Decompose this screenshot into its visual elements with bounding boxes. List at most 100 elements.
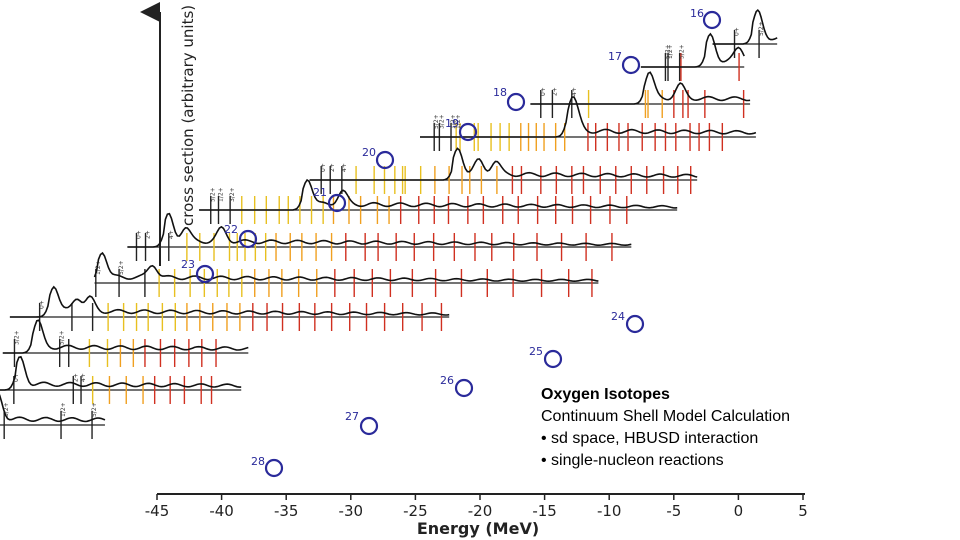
spin-label: 2+ [551,87,558,96]
x-tick-label: -30 [339,502,364,520]
spin-label: 3/2+ [438,114,445,129]
spin-label: 0+ [39,300,46,309]
x-ticks: -45 -40 -35 -30 -25 -20 -15 -10 -5 0 5 [145,494,808,520]
x-tick-label: 5 [798,502,808,520]
isotope-element-symbol [195,264,215,284]
spin-label: 2+ [145,230,152,239]
spin-label: 1/2+ [667,44,674,59]
caption-line-1: Continuum Shell Model Calculation [541,408,791,425]
spectra: 0+ 5/2+165/2+1/2+ 5/2+170+ 2+ 4+185/2+3/2+ 1/… [0,7,778,478]
series-o16: 0+ 5/2+ 16 [690,7,778,58]
isotope-mass-label: 19 [445,117,459,130]
spin-label: 5/2+ [433,114,440,129]
spin-label: 4+ [341,163,348,172]
isotope-mass-label: 26 [440,374,454,387]
spin-label: 1/2+ [60,402,67,417]
isotope-mass-label: 21 [313,186,327,199]
isotope-mass-label: 20 [362,146,376,159]
spin-label: 5/2+ [59,330,66,345]
spin-label: 0+ [320,163,327,172]
isotope-element-symbol [543,349,563,369]
spin-label: 4+ [168,230,175,239]
spin-label: 5/2+ [118,260,125,275]
spin-label: 5/2+ [91,402,98,417]
x-tick-label: -10 [597,502,622,520]
spin-label: 5/2+ [210,187,217,202]
cross-section-curve [199,178,678,211]
isotope-mass-label: 18 [493,86,507,99]
isotope-element-symbol [702,10,722,30]
x-tick-label: -20 [468,502,493,520]
isotope-mass-label: 17 [608,50,622,63]
cross-section-curve [640,32,745,68]
caption: Oxygen Isotopes Continuum Shell Model Ca… [541,384,790,472]
series-o21: 5/2+ 1/2+ 3/2+ 21 [199,178,678,224]
x-tick-label: 0 [734,502,744,520]
caption-line-3: • single-nucleon reactions [541,452,724,469]
isotope-element-symbol [454,378,474,398]
spin-label: 5/2+ [758,21,765,36]
series-o19: 5/2+3/2+ 1/2+1/2+19 [420,96,757,151]
series-o20: 0+ 2+ 4+ 20 [309,146,698,194]
cross-section-curve [0,355,242,391]
x-tick-label: -15 [532,502,557,520]
isotope-mass-label: 27 [345,410,359,423]
series-o25: 3/2+ 5/2+ 25 [2,319,563,369]
x-axis: -45 -40 -35 -30 -25 -20 -15 -10 -5 0 5 Energy (MeV… [145,493,808,538]
x-tick-label: -25 [403,502,428,520]
isotope-element-symbol [327,193,347,213]
series-o23: 1/2+ 5/2+ 23 [93,251,599,297]
spin-label: 1/2+ [455,114,462,129]
isotope-element-symbol [458,122,478,142]
cross-section-curve [93,251,599,283]
series-o28: 0+28 [251,455,284,478]
spin-label: 4+ [571,87,578,96]
cross-section-curve [712,8,778,45]
series-o24: 0+ 24 [9,285,645,334]
spin-label: 3/2+ [229,187,236,202]
spin-label: 1/2+ [218,187,225,202]
cross-section-curve [2,319,249,354]
isotope-element-symbol [238,229,258,249]
isotope-element-symbol [506,92,526,112]
y-axis: cross section (arbitrary units) [140,2,197,266]
spin-label: 5/2+ [664,44,671,59]
isotope-mass-label: 23 [181,258,195,271]
spin-label: 1/2+ [450,114,457,129]
x-tick-label: -35 [274,502,299,520]
spin-label: 2+ [329,163,336,172]
x-tick-label: -5 [666,502,681,520]
cross-section-curve [127,212,632,248]
y-axis-label: cross section (arbitrary units) [179,5,197,226]
series-o18: 0+ 2+ 4+ 18 [493,71,751,118]
isotope-mass-label: 28 [251,455,265,468]
isotope-mass-label: 24 [611,310,625,323]
caption-title: Oxygen Isotopes [541,386,670,403]
x-tick-label: -40 [209,502,234,520]
spin-label: 4+ [80,373,87,382]
caption-line-2: • sd space, HBUSD interaction [541,430,759,447]
spin-label: 0+ [13,373,20,382]
isotope-mass-label: 16 [690,7,704,20]
spin-label: 3/2+ [3,402,10,417]
cross-section-curve [530,71,751,105]
spin-label: 5/2+ [679,44,686,59]
cross-section-curve [9,285,450,318]
x-tick-label: -45 [145,502,170,520]
isotope-element-symbol [375,150,395,170]
cross-section-curve [0,394,106,423]
spin-label: 0+ [734,27,741,36]
spin-label: 2+ [72,373,79,382]
spin-label: 0+ [135,230,142,239]
spin-label: 3/2+ [13,330,20,345]
cross-section-curve [309,147,698,181]
isotope-mass-label: 25 [529,345,543,358]
isotope-element-symbol [625,314,645,334]
series-o22: 0+ 2+ 4+ 22 [127,212,632,261]
isotope-mass-label: 22 [224,223,238,236]
isotope-element-symbol [359,416,379,436]
cross-section-curve [420,96,757,138]
x-axis-label: Energy (MeV) [417,519,539,538]
spin-label: 0+ [540,87,547,96]
